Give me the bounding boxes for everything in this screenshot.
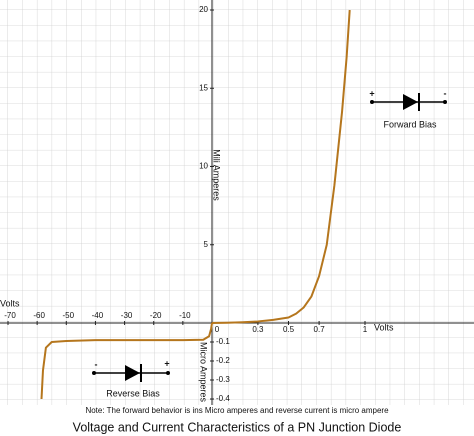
note: Note: The forward behavior is ins Micro … [85, 406, 389, 415]
y-tick-label: -0.3 [216, 375, 230, 384]
y-tick-label: -0.2 [216, 356, 230, 365]
y-tick-label: 10 [199, 162, 208, 171]
x-axis-label-left: Volts [0, 298, 20, 308]
x-tick-label: -30 [121, 311, 133, 320]
x-tick-label: -50 [63, 311, 75, 320]
x-tick-label: 1 [363, 325, 368, 334]
plus-sign: + [369, 88, 374, 98]
x-tick-label: -60 [33, 311, 45, 320]
x-tick-label: -70 [4, 311, 16, 320]
reverse-diode-symbol [92, 364, 170, 382]
forward-curve [211, 9, 351, 324]
chart-title: Voltage and Current Characteristics of a… [73, 420, 402, 434]
grid [0, 0, 474, 405]
x-tick-label: 0.7 [314, 325, 326, 334]
y2-axis-label: Micro Amperes [199, 342, 209, 403]
minus-sign: - [95, 359, 98, 369]
x-tick-label: -40 [92, 311, 104, 320]
y-tick-label: -0.4 [216, 394, 230, 403]
x-axis-label: Volts [374, 322, 394, 332]
x-tick-label: -10 [179, 311, 191, 320]
plus-sign: + [164, 358, 169, 368]
reverse-bias-label: Reverse Bias [106, 388, 160, 398]
y-tick-label: 15 [199, 83, 208, 92]
x-tick-label: 0.3 [252, 325, 264, 334]
y-axis-label: Mili Amperes [212, 149, 222, 201]
x-tick-label: 0.5 [283, 325, 295, 334]
y-tick-label: -0.1 [216, 337, 230, 346]
forward-bias-label: Forward Bias [383, 119, 437, 129]
forward-diode-symbol [370, 93, 447, 111]
x-tick-label: -20 [150, 311, 162, 320]
minus-sign: - [444, 88, 447, 98]
x-tick-label: 0 [215, 325, 220, 334]
reverse-curve [40, 322, 213, 400]
y-tick-label: 20 [199, 5, 208, 14]
y-tick-label: 5 [204, 240, 209, 249]
